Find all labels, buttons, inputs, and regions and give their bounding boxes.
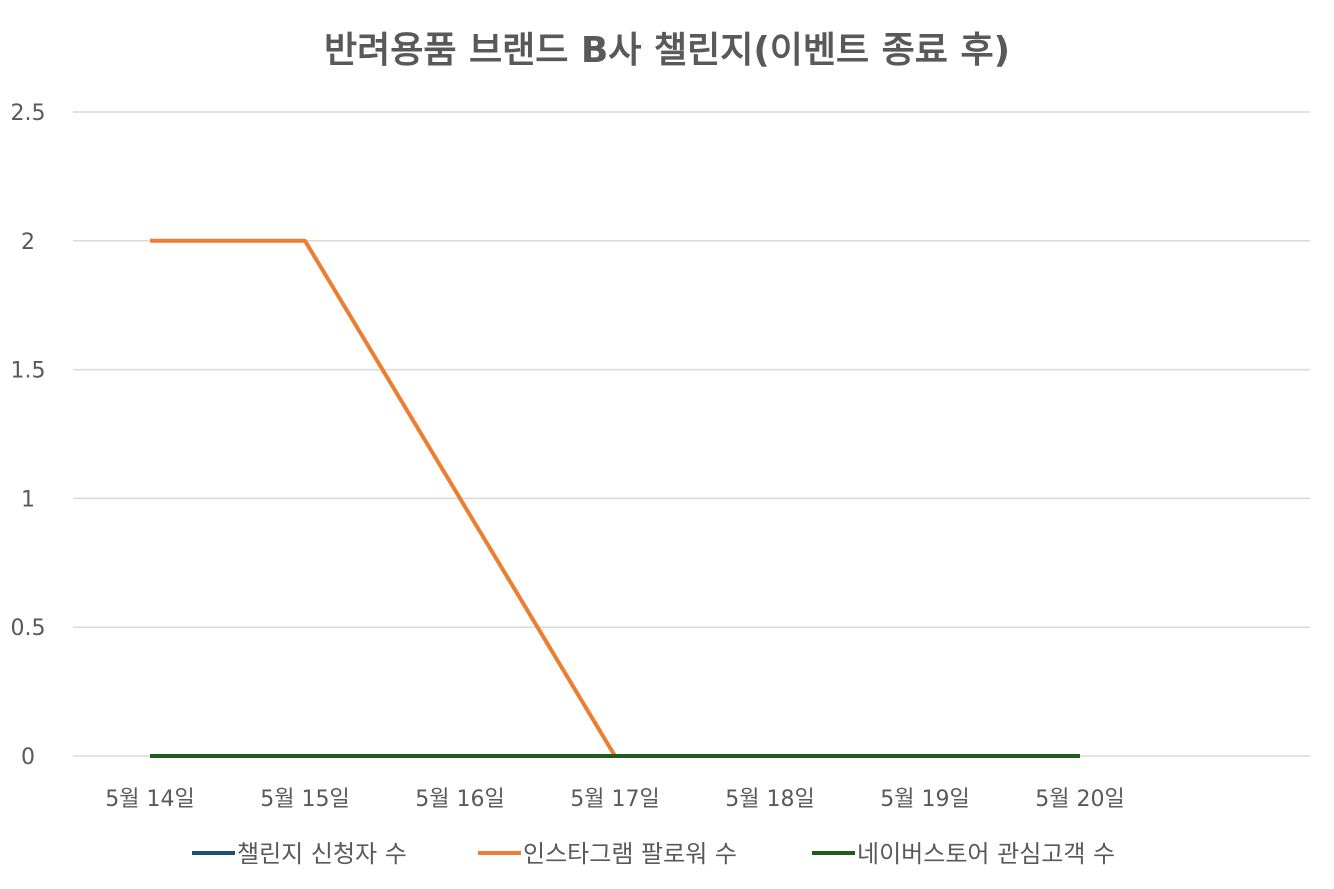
chart-title: 반려용품 브랜드 B사 챌린지(이벤트 종료 후) bbox=[324, 30, 1010, 71]
y-axis-ticks: 0 0.5 1 1.5 2 2.5 bbox=[11, 101, 46, 770]
x-tick-label: 5월 19일 bbox=[880, 787, 969, 812]
y-tick-label: 2 bbox=[21, 230, 35, 255]
y-tick-label: 0 bbox=[21, 745, 35, 770]
legend-label: 챌린지 신청자 수 bbox=[237, 840, 407, 868]
y-tick-label: 1 bbox=[21, 487, 35, 512]
legend-label: 인스타그램 팔로워 수 bbox=[523, 840, 737, 868]
x-tick-label: 5월 18일 bbox=[725, 787, 814, 812]
x-tick-label: 5월 17일 bbox=[570, 787, 659, 812]
x-tick-label: 5월 20일 bbox=[1035, 787, 1124, 812]
gridlines bbox=[73, 111, 1310, 757]
series-lines bbox=[150, 238, 1080, 758]
x-tick-label: 5월 14일 bbox=[105, 787, 194, 812]
x-tick-label: 5월 15일 bbox=[260, 787, 349, 812]
x-axis-ticks: 5월 14일 5월 15일 5월 16일 5월 17일 5월 18일 5월 19일 5월 2… bbox=[105, 787, 1124, 812]
legend-label: 네이버스토어 관심고객 수 bbox=[857, 840, 1115, 868]
y-tick-label: 1.5 bbox=[11, 359, 46, 384]
legend: 챌린지 신청자 수 인스타그램 팔로워 수 네이버스토어 관심고객 수 bbox=[192, 840, 1115, 868]
y-tick-label: 2.5 bbox=[11, 101, 46, 126]
x-tick-label: 5월 16일 bbox=[415, 787, 504, 812]
y-tick-label: 0.5 bbox=[11, 616, 46, 641]
